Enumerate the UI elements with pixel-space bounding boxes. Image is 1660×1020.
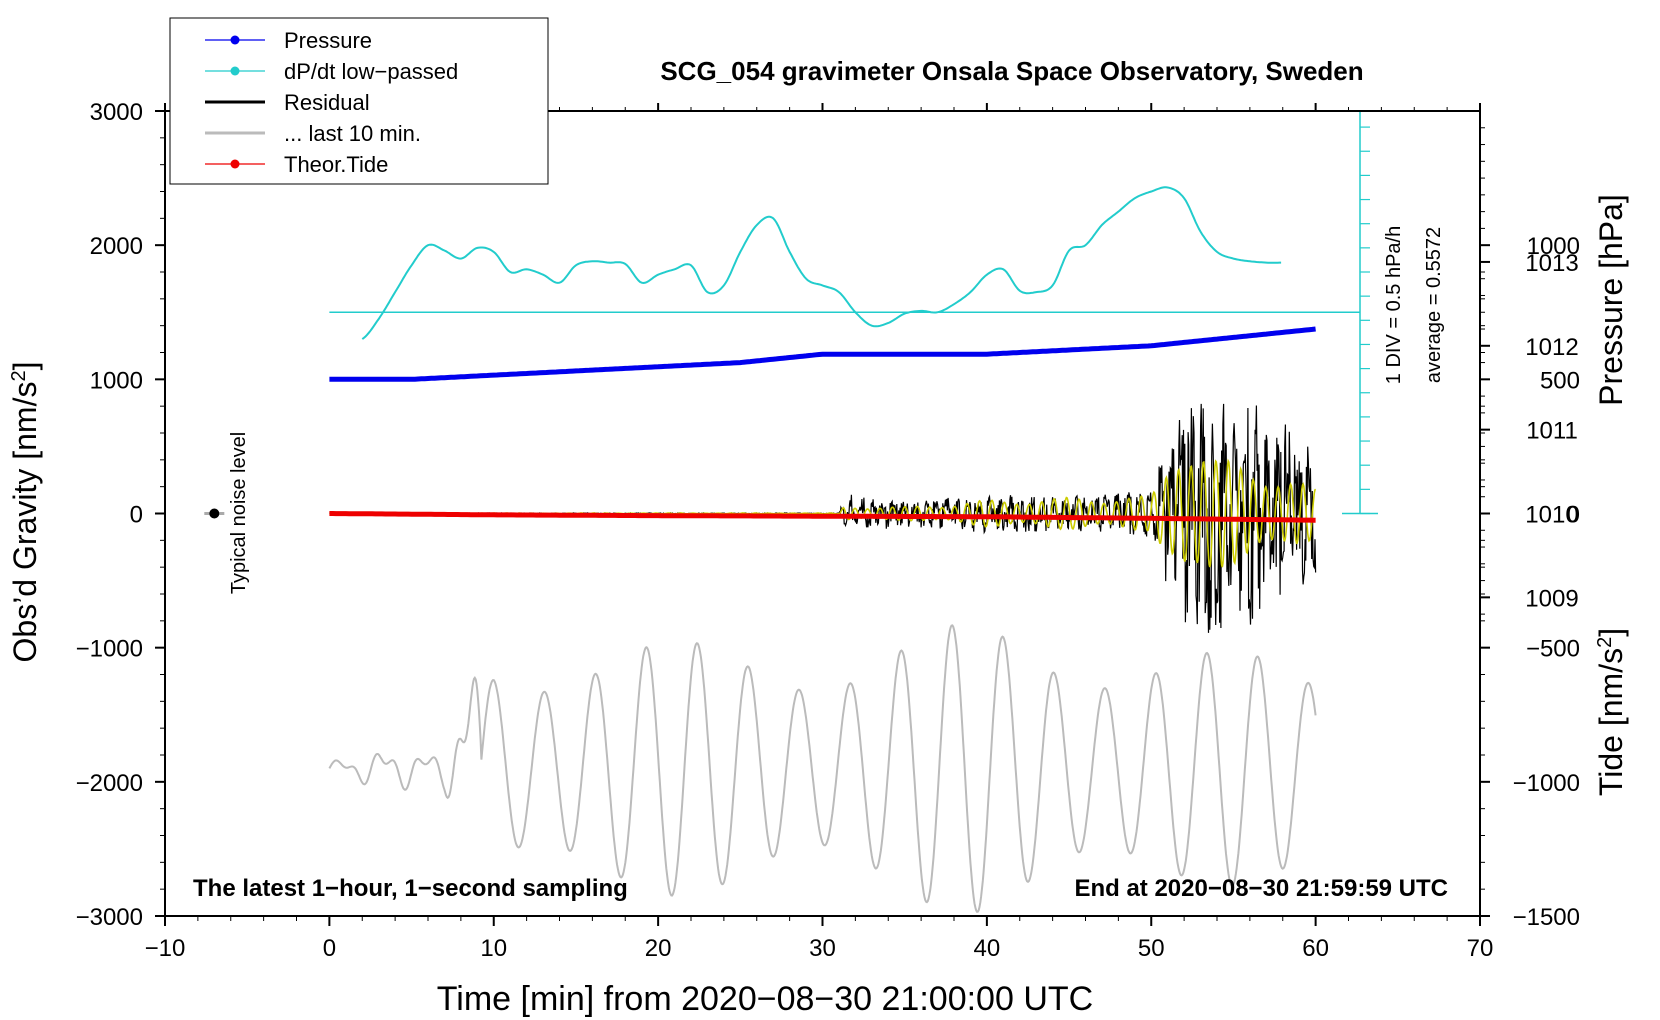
tide-tick-label: −500 bbox=[1526, 636, 1580, 663]
annotation-bottom-right: End at 2020−08−30 21:59:59 UTC bbox=[1074, 875, 1448, 902]
pressure-line bbox=[329, 326, 1316, 382]
legend-label: ... last 10 min. bbox=[284, 121, 421, 146]
tide-line bbox=[329, 511, 1316, 523]
x-tick-label: 40 bbox=[974, 935, 1001, 962]
pressure-tick-label: 1011 bbox=[1526, 418, 1578, 445]
pressure-tick-label: 1013 bbox=[1525, 250, 1578, 277]
x-tick-label: −10 bbox=[145, 935, 186, 962]
pressure-tick-label: 1010 bbox=[1525, 502, 1578, 529]
y-tick-label: 3000 bbox=[90, 99, 143, 126]
annotation-bottom-left: The latest 1−hour, 1−second sampling bbox=[193, 875, 628, 902]
pressure-tick-label: 1012 bbox=[1525, 334, 1578, 361]
legend-swatch-marker bbox=[230, 35, 240, 45]
legend-label: dP/dt low−passed bbox=[284, 59, 458, 84]
y-tick-label: 0 bbox=[130, 502, 143, 529]
x-axis-label: Time [min] from 2020−08−30 21:00:00 UTC bbox=[437, 980, 1093, 1018]
y-tick-label: −2000 bbox=[76, 770, 143, 797]
tide-tick-label: 500 bbox=[1540, 367, 1580, 394]
y-axis-label: Obs’d Gravity [nm/s2] bbox=[7, 362, 43, 663]
legend-label: Residual bbox=[284, 90, 370, 115]
chart-title: SCG_054 gravimeter Onsala Space Observat… bbox=[660, 56, 1363, 86]
y-tick-label: 2000 bbox=[90, 233, 143, 260]
legend-swatch-marker bbox=[230, 159, 240, 169]
x-tick-label: 0 bbox=[323, 935, 336, 962]
legend-label: Theor.Tide bbox=[284, 152, 388, 177]
x-tick-label: 60 bbox=[1302, 935, 1329, 962]
y-tick-label: 1000 bbox=[90, 367, 143, 394]
average-label: average = 0.5572 bbox=[1423, 227, 1445, 383]
tide-tick-label: 0 bbox=[1567, 502, 1580, 529]
tide-tick-label: −1500 bbox=[1513, 904, 1580, 931]
x-tick-label: 50 bbox=[1138, 935, 1165, 962]
tide-tick-label: 1000 bbox=[1527, 233, 1580, 260]
legend-swatch-marker bbox=[230, 66, 240, 76]
x-tick-label: 70 bbox=[1467, 935, 1494, 962]
pressure-axis-label: Pressure [hPa] bbox=[1593, 194, 1629, 406]
tide-axis-label: Tide [nm/s2] bbox=[1593, 628, 1629, 796]
x-tick-label: 20 bbox=[645, 935, 672, 962]
x-tick-label: 10 bbox=[480, 935, 507, 962]
pressure-tick-label: 1009 bbox=[1525, 585, 1578, 612]
noise-label: Typical noise level bbox=[228, 432, 250, 594]
div-label: 1 DIV = 0.5 hPa/h bbox=[1383, 226, 1405, 384]
last10-line bbox=[328, 624, 1317, 913]
legend-label: Pressure bbox=[284, 28, 372, 53]
noise-point bbox=[209, 508, 220, 519]
dpdt-line bbox=[361, 186, 1282, 340]
tide-tick-label: −1000 bbox=[1513, 770, 1580, 797]
y-tick-label: −1000 bbox=[76, 636, 143, 663]
y-tick-label: −3000 bbox=[76, 904, 143, 931]
x-tick-label: 30 bbox=[809, 935, 836, 962]
legend: Pressure dP/dt low−passed Residual ... last… bbox=[169, 17, 549, 185]
